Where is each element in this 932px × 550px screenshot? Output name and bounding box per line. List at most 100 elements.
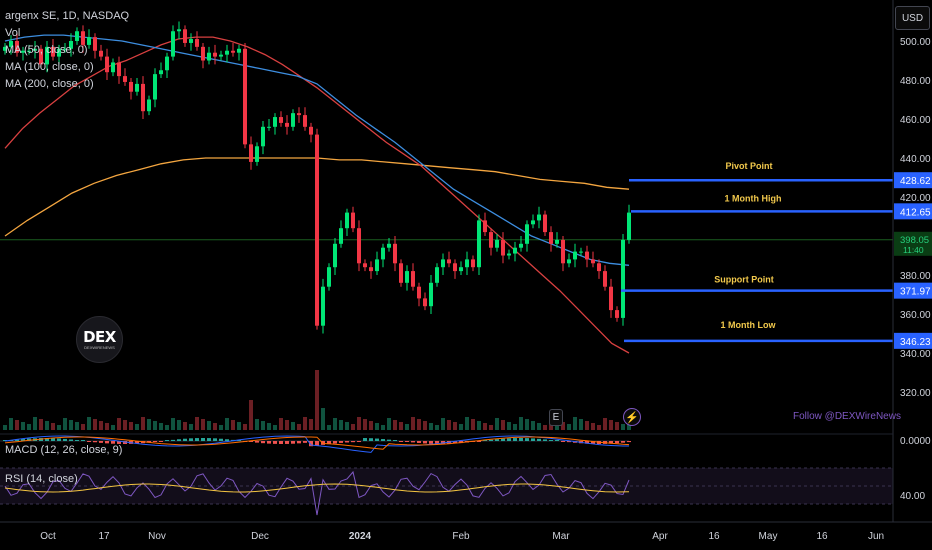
macd-histogram-bar [405,441,409,442]
macd-histogram-bar [135,441,139,444]
volume-bar [285,420,289,430]
volume-bar [297,424,301,430]
currency-button[interactable]: USD [895,6,930,30]
macd-histogram-bar [75,440,79,441]
macd-histogram-bar [171,439,175,441]
volume-bar [363,419,367,430]
candle-body [327,267,331,287]
volume-bar [621,424,625,430]
volume-bar [423,421,427,430]
candle-body [591,259,595,264]
volume-bar [417,419,421,430]
macd-histogram-bar [147,441,151,443]
volume-bar [411,417,415,430]
volume-bar [429,423,433,430]
candle-body [255,146,259,162]
macd-histogram-bar [417,441,421,443]
candle-body [177,29,181,32]
level-price-label: 346.23 [900,337,931,348]
volume-bar [15,420,19,430]
x-tick-label: Nov [148,531,166,542]
level-price-label: 428.62 [900,176,931,187]
candle-body [303,115,307,127]
candle-body [351,212,355,229]
volume-bar [39,419,43,430]
volume-bar [189,424,193,430]
volume-bar [333,418,337,430]
volume-bar [447,420,451,430]
volume-bar [393,420,397,430]
macd-histogram-bar [363,438,367,441]
candle-body [495,239,499,248]
candle-body [309,126,313,135]
x-tick-label: Dec [251,531,269,542]
candle-body [627,212,631,240]
candle-body [447,259,451,264]
ma50-legend: MA (50, close, 0) [5,44,88,56]
candle-body [87,37,91,45]
candle-body [369,267,373,272]
volume-bar [459,424,463,430]
macd-histogram-bar [183,438,187,441]
volume-bar [123,420,127,430]
volume-bar [603,418,607,430]
macd-histogram-bar [93,441,97,443]
macd-histogram-bar [549,440,553,441]
macd-histogram-bar [333,441,337,444]
volume-bar [273,425,277,430]
volume-bar [69,420,73,430]
candle-body [57,48,61,57]
macd-histogram-bar [399,441,403,442]
candle-body [93,37,97,51]
volume-bar [243,424,247,430]
candle-body [573,251,577,260]
macd-histogram-bar [501,438,505,441]
macd-histogram-bar [495,439,499,441]
candle-body [405,271,409,283]
macd-histogram-bar [291,441,295,444]
volume-bar [99,421,103,430]
candle-body [15,41,19,53]
candle-body [141,83,145,112]
candle-body [219,54,223,57]
candle-body [585,251,589,260]
candle-body [603,271,607,287]
level-price-tag [894,282,932,299]
x-tick-label: Feb [452,531,470,542]
candle-body [315,134,319,326]
candle-body [549,232,553,244]
volume-bar [207,421,211,430]
volume-bar [165,425,169,430]
ma100-legend: MA (100, close, 0) [5,61,94,73]
candle-body [171,31,175,57]
macd-histogram-bar [159,441,163,442]
volume-bar [543,425,547,430]
macd-histogram-bar [477,441,481,442]
volume-bar [159,423,163,430]
candle-body [333,243,337,268]
lightning-icon[interactable]: ⚡ [623,408,641,426]
candle-body [189,39,193,43]
macd-histogram-bar [453,441,457,444]
candle-body [465,259,469,268]
earnings-event-icon[interactable]: E [549,409,563,426]
x-tick-label: 16 [816,531,828,542]
y-tick-label: 500.00 [900,37,931,48]
macd-histogram-bar [567,441,571,443]
volume-bar [435,425,439,430]
candle-body [135,83,139,92]
candle-body [267,126,271,128]
candle-body [225,50,229,55]
volume-bar [519,417,523,430]
candle-body [195,39,199,47]
volume-bar [51,423,55,430]
candle-body [123,76,127,82]
current-price-tag [894,231,932,256]
candle-body [273,117,277,127]
candle-body [519,243,523,248]
macd-histogram-bar [423,441,427,444]
symbol-title: argenx SE, 1D, NASDAQ [5,10,130,22]
candle-body [429,282,433,307]
volume-bar [405,424,409,430]
